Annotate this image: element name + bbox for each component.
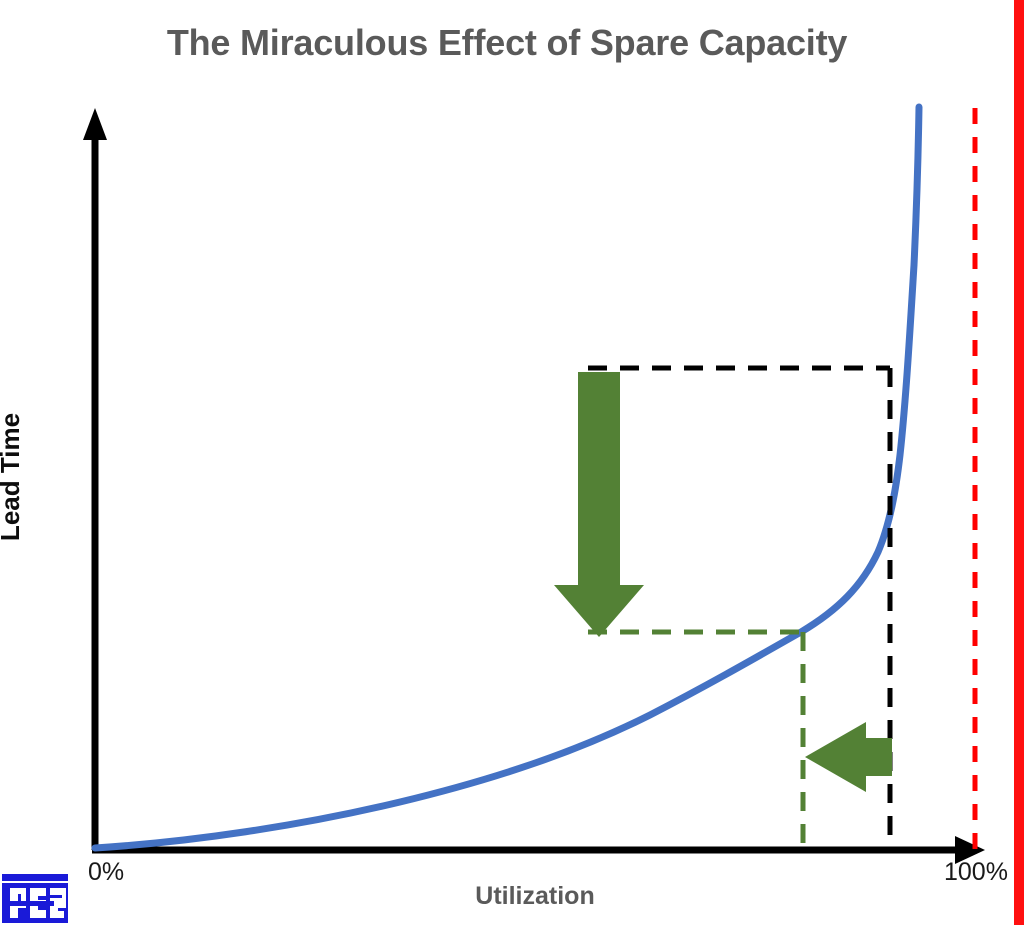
y-axis-title: Lead Time [0, 412, 25, 542]
x-tick-label-0: 0% [88, 858, 125, 886]
x-axis-title: Utilization [475, 882, 595, 910]
lead-time-reduction-arrow [554, 372, 644, 637]
x-axis [92, 836, 985, 864]
y-axis [83, 108, 107, 850]
page-title: The Miraculous Effect of Spare Capacity [166, 22, 848, 63]
pbs-logo [2, 868, 78, 925]
utilization-reduction-arrow [805, 722, 892, 792]
x-tick-label-100: 100% [944, 858, 1008, 886]
lead-time-curve [91, 103, 923, 852]
right-accent-stripe [1014, 0, 1024, 925]
low-utilization-guides [588, 629, 806, 850]
